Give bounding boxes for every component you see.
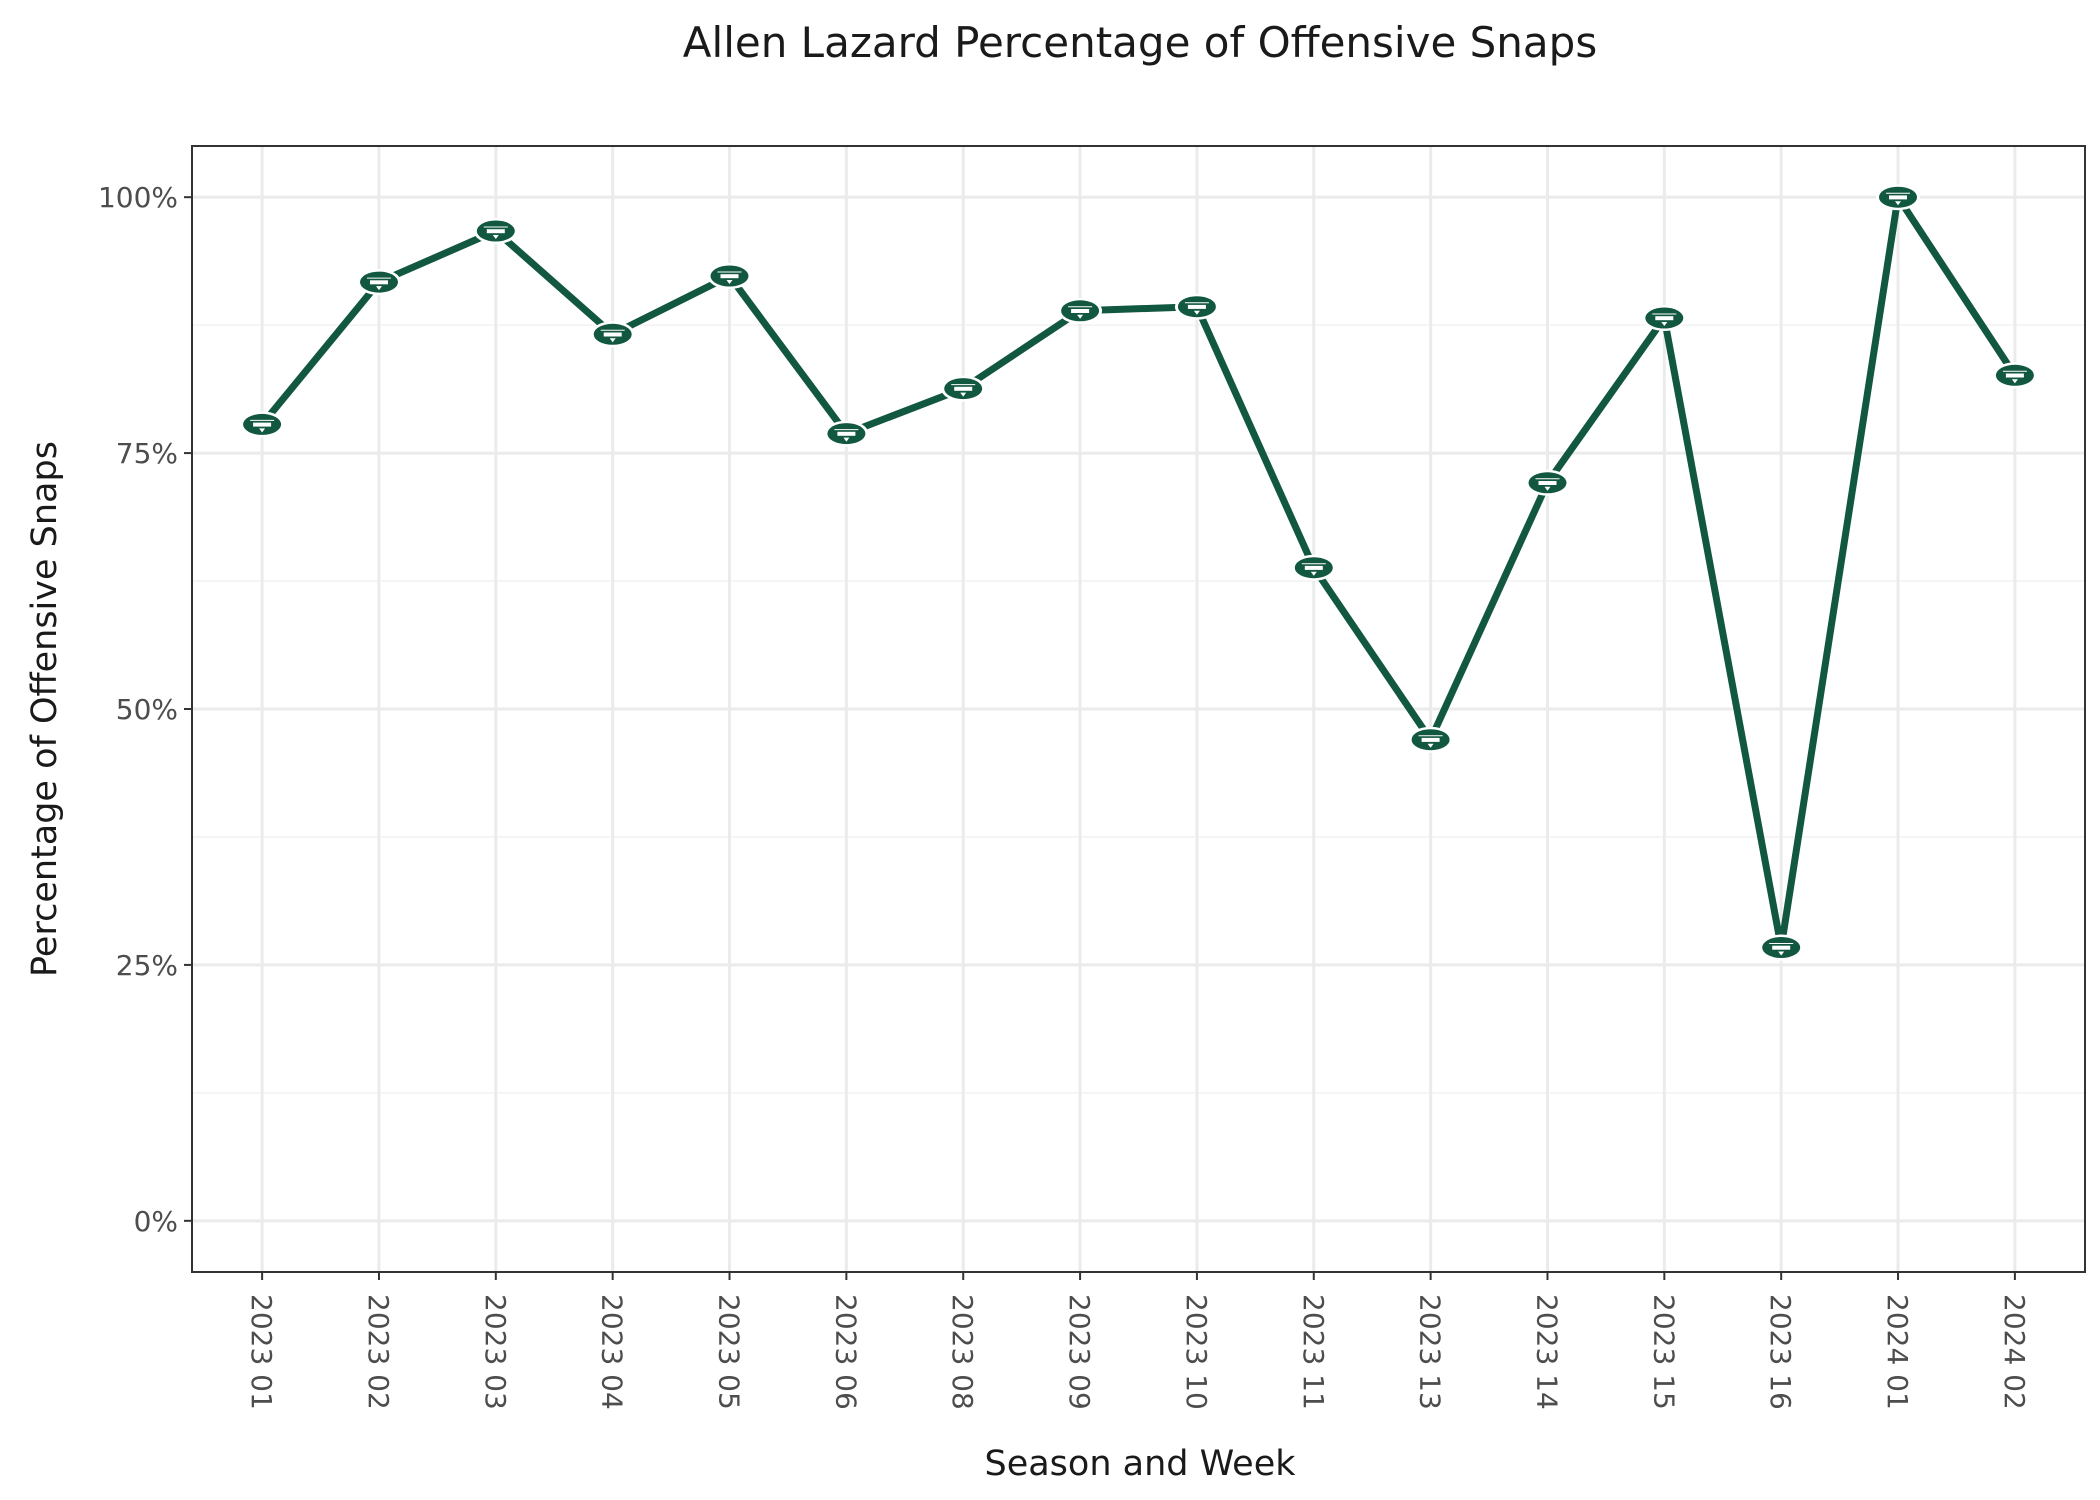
marker-jet — [1310, 571, 1317, 576]
jets-logo-icon — [1525, 469, 1570, 496]
marker-wordmark — [1421, 737, 1440, 742]
marker-wordmark — [253, 422, 272, 427]
jets-logo-icon — [707, 263, 752, 289]
marker-jet — [259, 428, 266, 433]
marker-wordmark — [1538, 481, 1557, 485]
x-tick-label: 2023 06 — [829, 1294, 862, 1410]
marker-jet — [609, 338, 616, 343]
jets-logo-icon — [824, 420, 869, 447]
jets-logo-icon — [1058, 297, 1103, 324]
marker-wordmark — [603, 332, 622, 337]
jets-logo-icon — [473, 218, 518, 244]
marker-wordmark — [370, 280, 388, 285]
marker-jet — [376, 286, 382, 291]
marker-wordmark — [720, 274, 739, 279]
marker-jet — [492, 235, 499, 239]
marker-wordmark — [1304, 565, 1323, 570]
series-line-group — [258, 193, 2019, 951]
jets-logo-icon — [1992, 362, 2037, 389]
data-points — [240, 184, 2037, 961]
y-axis: 0% 25% 50% 75% 100% — [98, 181, 192, 1238]
marker-jet — [726, 280, 733, 284]
marker-wordmark — [1187, 304, 1206, 309]
jets-logo-icon — [1876, 184, 1920, 211]
x-axis-title: Season and Week — [984, 1444, 1296, 1484]
y-tick-label: 25% — [116, 949, 178, 982]
jets-logo-icon — [1408, 726, 1453, 753]
jets-logo-icon — [590, 321, 635, 348]
x-tick-label: 2024 02 — [1998, 1294, 2031, 1410]
x-tick-label: 2023 05 — [713, 1294, 746, 1410]
y-tick-label: 75% — [116, 437, 178, 470]
jets-logo-icon — [240, 411, 285, 438]
marker-wordmark — [1889, 195, 1907, 200]
marker-jet — [2011, 379, 2018, 384]
marker-jet — [1778, 951, 1785, 956]
jets-logo-icon — [941, 375, 986, 402]
y-tick-label: 100% — [98, 181, 178, 214]
x-tick-label: 2023 13 — [1414, 1294, 1447, 1410]
x-axis: 2023 01 2023 02 2023 03 2023 04 2023 05 2023 … — [245, 1272, 2031, 1410]
marker-jet — [1427, 743, 1434, 748]
y-tick-label: 50% — [116, 693, 178, 726]
jets-logo-icon — [1642, 305, 1687, 331]
x-tick-label: 2023 08 — [946, 1294, 979, 1410]
marker-wordmark — [1071, 309, 1090, 313]
grid-lines — [192, 146, 2085, 1272]
marker-jet — [1077, 314, 1084, 319]
marker-wordmark — [837, 431, 856, 436]
marker-wordmark — [2005, 373, 2024, 378]
marker-wordmark — [1655, 316, 1674, 321]
chart-title: Allen Lazard Percentage of Offensive Sna… — [683, 18, 1597, 67]
marker-jet — [960, 392, 967, 397]
marker-jet — [1193, 310, 1200, 315]
x-tick-label: 2023 11 — [1297, 1294, 1330, 1410]
x-tick-label: 2023 15 — [1647, 1294, 1680, 1410]
marker-wordmark — [1772, 945, 1791, 950]
jets-logo-icon — [1759, 934, 1804, 961]
x-tick-label: 2023 16 — [1764, 1294, 1797, 1410]
jets-logo-icon — [1174, 293, 1219, 320]
marker-jet — [1661, 322, 1668, 326]
x-tick-label: 2023 04 — [596, 1294, 629, 1410]
series-line — [258, 193, 2019, 951]
marker-jet — [1544, 486, 1551, 491]
x-tick-label: 2023 01 — [245, 1294, 278, 1410]
x-tick-label: 2023 02 — [362, 1294, 395, 1410]
x-tick-label: 2024 01 — [1881, 1294, 1914, 1410]
x-tick-label: 2023 14 — [1530, 1294, 1563, 1410]
marker-jet — [843, 437, 850, 442]
marker-wordmark — [954, 386, 973, 391]
marker-wordmark — [486, 229, 505, 234]
x-tick-label: 2023 09 — [1063, 1294, 1096, 1410]
jets-logo-icon — [357, 269, 401, 296]
y-axis-title: Percentage of Offensive Snaps — [25, 441, 65, 977]
x-tick-label: 2023 10 — [1180, 1294, 1213, 1410]
marker-jet — [1895, 201, 1901, 206]
jets-logo-icon — [1291, 554, 1336, 581]
x-tick-label: 2023 03 — [479, 1294, 512, 1410]
y-tick-label: 0% — [134, 1205, 178, 1238]
